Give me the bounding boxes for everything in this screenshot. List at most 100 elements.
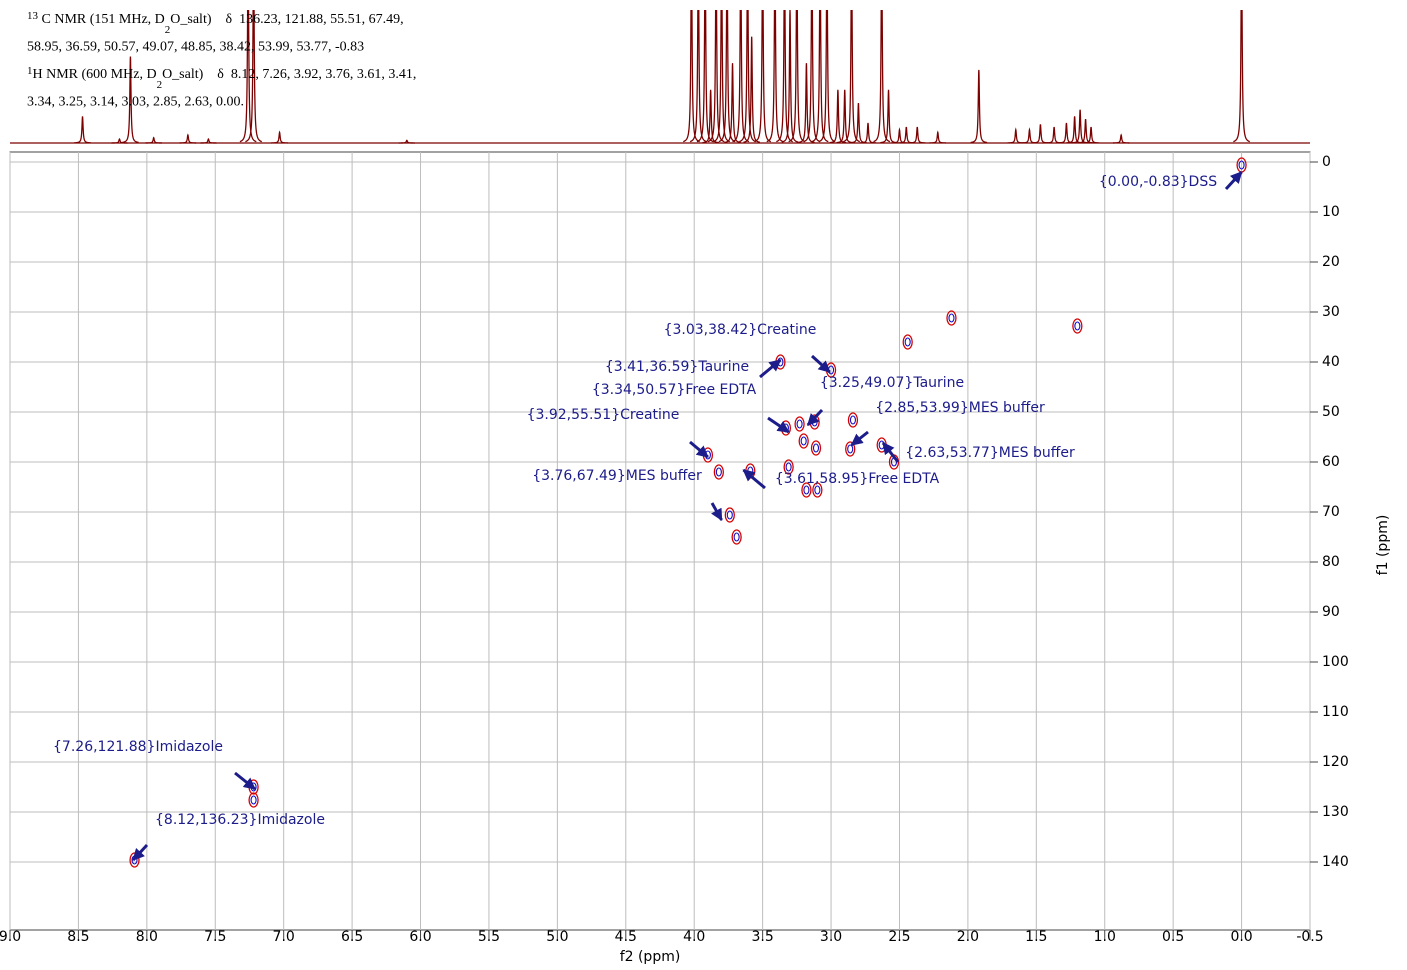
contour-outer xyxy=(1072,318,1083,334)
spectrum-peak xyxy=(689,10,707,143)
x-tick-label: 0.0 xyxy=(1230,929,1252,945)
spectrum-peak xyxy=(811,10,829,143)
spectrum-peak xyxy=(1112,133,1130,144)
x-tick-label: 1.0 xyxy=(1094,929,1116,945)
header-line: 3.34, 3.25, 3.14, 3.03, 2.85, 2.63, 0.00… xyxy=(27,95,244,110)
contour-outer xyxy=(724,507,735,523)
spectrum-peak xyxy=(1021,127,1038,144)
annotation-arrow xyxy=(1224,170,1243,191)
header-line: 13 C NMR (151 MHz, D2O_salt) δ 136.23, 1… xyxy=(27,10,404,36)
spectrum-peak xyxy=(909,126,926,144)
x-tick-label: 3.0 xyxy=(820,929,842,945)
x-tick-label: 6.5 xyxy=(341,929,363,945)
spectrum-peak xyxy=(398,139,416,144)
header-text: 58.95, 36.59, 50.57, 49.07, 48.85, 38.42… xyxy=(27,40,364,55)
contour-inner xyxy=(948,313,955,323)
contour-outer xyxy=(798,433,809,449)
x-tick-label: 9.0 xyxy=(0,929,21,945)
x-tick-label: 3.5 xyxy=(751,929,773,945)
spectrum-peak xyxy=(970,69,988,144)
contour-outer xyxy=(801,482,812,498)
x-tick-label: 5.5 xyxy=(478,929,500,945)
contour-inner xyxy=(796,419,803,429)
annotation-label: {7.26,121.88}Imidazole xyxy=(53,739,223,755)
x-tick-label: 7.0 xyxy=(273,929,295,945)
header-line: 1H NMR (600 MHz, D2O_salt) δ 8.12, 7.26,… xyxy=(27,65,416,91)
contour-outer xyxy=(946,310,957,326)
spectrum-peak xyxy=(713,10,730,143)
annotation-arrow xyxy=(850,430,869,447)
spectrum-peak xyxy=(718,10,736,143)
x-axis-label: f2 (ppm) xyxy=(620,949,681,965)
spectrum-peak xyxy=(702,89,719,144)
annotation-arrow xyxy=(767,416,790,434)
annotation-arrow xyxy=(689,440,709,459)
contour-inner xyxy=(812,443,820,453)
spectrum-peak xyxy=(829,89,847,144)
spectrum-peak xyxy=(891,127,908,144)
x-tick-label: 1.5 xyxy=(1025,929,1047,945)
contour-outer xyxy=(847,412,859,428)
contour-inner xyxy=(715,467,722,477)
y-tick-label: 120 xyxy=(1322,754,1349,770)
contour-outer xyxy=(783,459,794,475)
y-tick-label: 20 xyxy=(1322,254,1340,270)
spectrum-peak xyxy=(781,10,799,143)
annotation-label: {2.63,53.77}MES buffer xyxy=(905,445,1075,461)
y-tick-label: 90 xyxy=(1322,604,1340,620)
x-tick-label: 6.0 xyxy=(409,929,431,945)
x-tick-label: 2.0 xyxy=(957,929,979,945)
x-tick-label: 5.0 xyxy=(546,929,568,945)
spectrum-peak xyxy=(818,10,836,143)
x-tick-label: 8.5 xyxy=(67,929,89,945)
header-sub: 2 xyxy=(165,24,171,36)
contour-outer xyxy=(794,416,805,432)
contour-outer xyxy=(731,529,742,545)
spectrum-peak xyxy=(843,10,860,143)
x-tick-label: 0.5 xyxy=(1162,929,1184,945)
contour-inner xyxy=(250,795,257,805)
annotation-arrow xyxy=(806,408,824,427)
annotation-arrow xyxy=(759,358,782,379)
x-tick-label: -0.5 xyxy=(1296,929,1323,945)
x-tick-label: 7.5 xyxy=(204,929,226,945)
spectrum-peak xyxy=(754,10,772,143)
spectrum-peak xyxy=(200,138,217,144)
contour-inner xyxy=(814,485,821,495)
header-sub: 2 xyxy=(157,79,163,91)
contour-inner xyxy=(803,485,810,495)
header-sup: 13 xyxy=(27,10,39,22)
spectrum-peak xyxy=(122,56,139,144)
spectrum-peak xyxy=(245,10,262,143)
contour-inner xyxy=(849,415,856,425)
contour-outer xyxy=(812,482,823,498)
contour-inner xyxy=(726,510,733,520)
spectrum-peak xyxy=(929,130,947,144)
spectrum-peak xyxy=(803,10,821,143)
contour-inner xyxy=(800,436,807,446)
spectrum-peak xyxy=(1233,10,1250,143)
x-tick-label: 8.0 xyxy=(136,929,158,945)
spectrum-peak xyxy=(724,63,741,144)
contour-inner xyxy=(733,532,740,542)
annotation-arrow xyxy=(710,502,723,522)
annotation-label: {3.03,38.42}Creatine xyxy=(664,322,817,338)
spectrum-peak xyxy=(111,138,128,144)
contour-outer xyxy=(845,441,856,457)
contour-inner xyxy=(847,444,854,454)
header-text: 3.34, 3.25, 3.14, 3.03, 2.85, 2.63, 0.00… xyxy=(27,95,244,110)
spectrum-peak xyxy=(179,133,197,144)
header-text: H NMR (600 MHz, D xyxy=(33,67,157,82)
spectrum-peak xyxy=(1077,118,1094,144)
spectrum-peak xyxy=(873,10,891,143)
y-tick-label: 40 xyxy=(1322,354,1340,370)
y-tick-label: 10 xyxy=(1322,204,1340,220)
y-tick-label: 50 xyxy=(1322,404,1340,420)
spectrum-peak xyxy=(1045,126,1063,144)
contour-outer xyxy=(810,440,822,456)
header-line: 58.95, 36.59, 50.57, 49.07, 48.85, 38.42… xyxy=(27,40,364,55)
annotation-arrow xyxy=(810,354,831,374)
contour-inner xyxy=(904,337,911,347)
spectrum-peak xyxy=(74,116,91,144)
x-tick-label: 4.0 xyxy=(683,929,705,945)
